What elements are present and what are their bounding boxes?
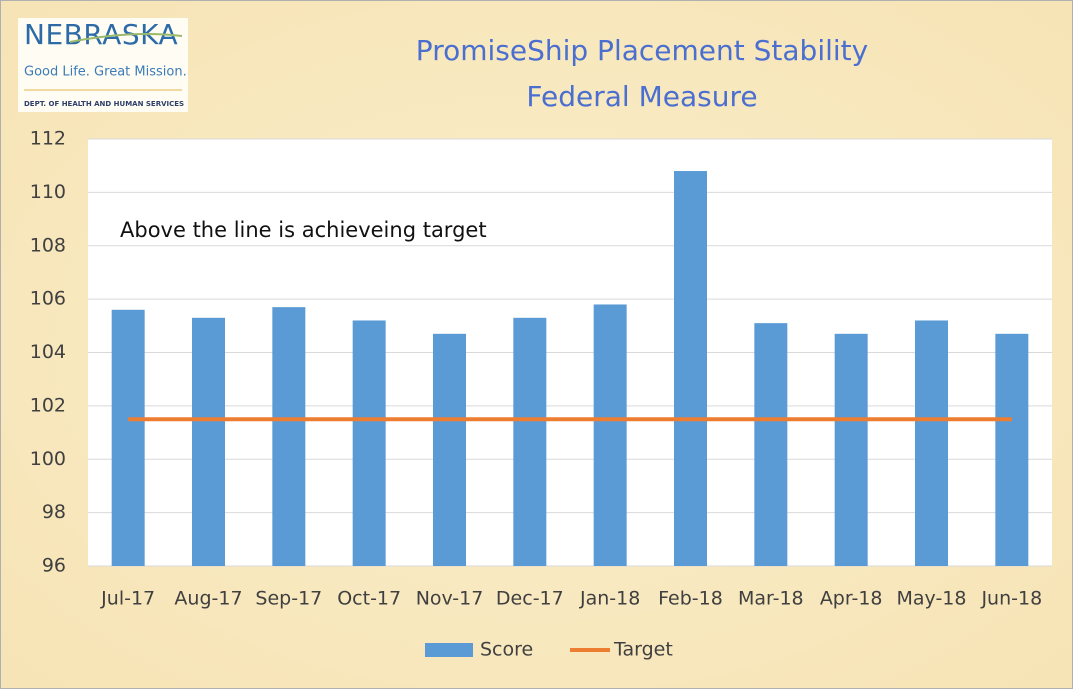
legend-label: Target (613, 639, 673, 661)
bar (915, 320, 948, 566)
x-tick-label: Dec-17 (496, 588, 564, 610)
chart-title: PromiseShip Placement Stability (416, 34, 868, 67)
x-tick-label: Oct-17 (337, 588, 401, 610)
logo-swoosh (69, 33, 183, 43)
bar (834, 333, 868, 566)
bar (192, 317, 225, 566)
y-tick-label: 96 (42, 555, 66, 577)
bar (593, 304, 627, 566)
bar (433, 333, 466, 566)
x-tick-label: Sep-17 (255, 588, 322, 610)
x-tick-label: Jun-18 (980, 588, 1042, 610)
y-tick-label: 104 (30, 341, 66, 363)
bar (754, 323, 788, 566)
x-tick-label: May-18 (897, 588, 967, 610)
logo-tagline: Good Life. Great Mission. (24, 65, 187, 80)
logo-department: DEPT. OF HEALTH AND HUMAN SERVICES (24, 100, 184, 108)
y-tick-label: 98 (42, 501, 66, 523)
x-tick-label: Aug-17 (174, 588, 242, 610)
legend-swatch (425, 643, 473, 657)
x-tick-label: Feb-18 (658, 588, 723, 610)
x-tick-label: Mar-18 (738, 588, 804, 610)
x-tick-label: Nov-17 (416, 588, 484, 610)
y-tick-label: 106 (30, 288, 66, 310)
legend-label: Score (480, 639, 533, 661)
bar (111, 309, 145, 566)
y-tick-label: 108 (30, 234, 66, 256)
chart-title: Federal Measure (526, 80, 757, 113)
bar (352, 320, 386, 566)
y-tick-label: 100 (30, 448, 66, 470)
annotation: Above the line is achieveing target (120, 218, 487, 242)
bar (513, 317, 547, 566)
x-tick-label: Apr-18 (820, 588, 883, 610)
bar (272, 307, 306, 566)
bar (995, 333, 1029, 566)
bar (674, 171, 707, 566)
x-tick-label: Jan-18 (579, 588, 640, 610)
x-tick-label: Jul-17 (100, 588, 155, 610)
y-tick-label: 110 (30, 181, 66, 203)
y-tick-label: 112 (30, 128, 66, 150)
y-tick-label: 102 (30, 394, 66, 416)
